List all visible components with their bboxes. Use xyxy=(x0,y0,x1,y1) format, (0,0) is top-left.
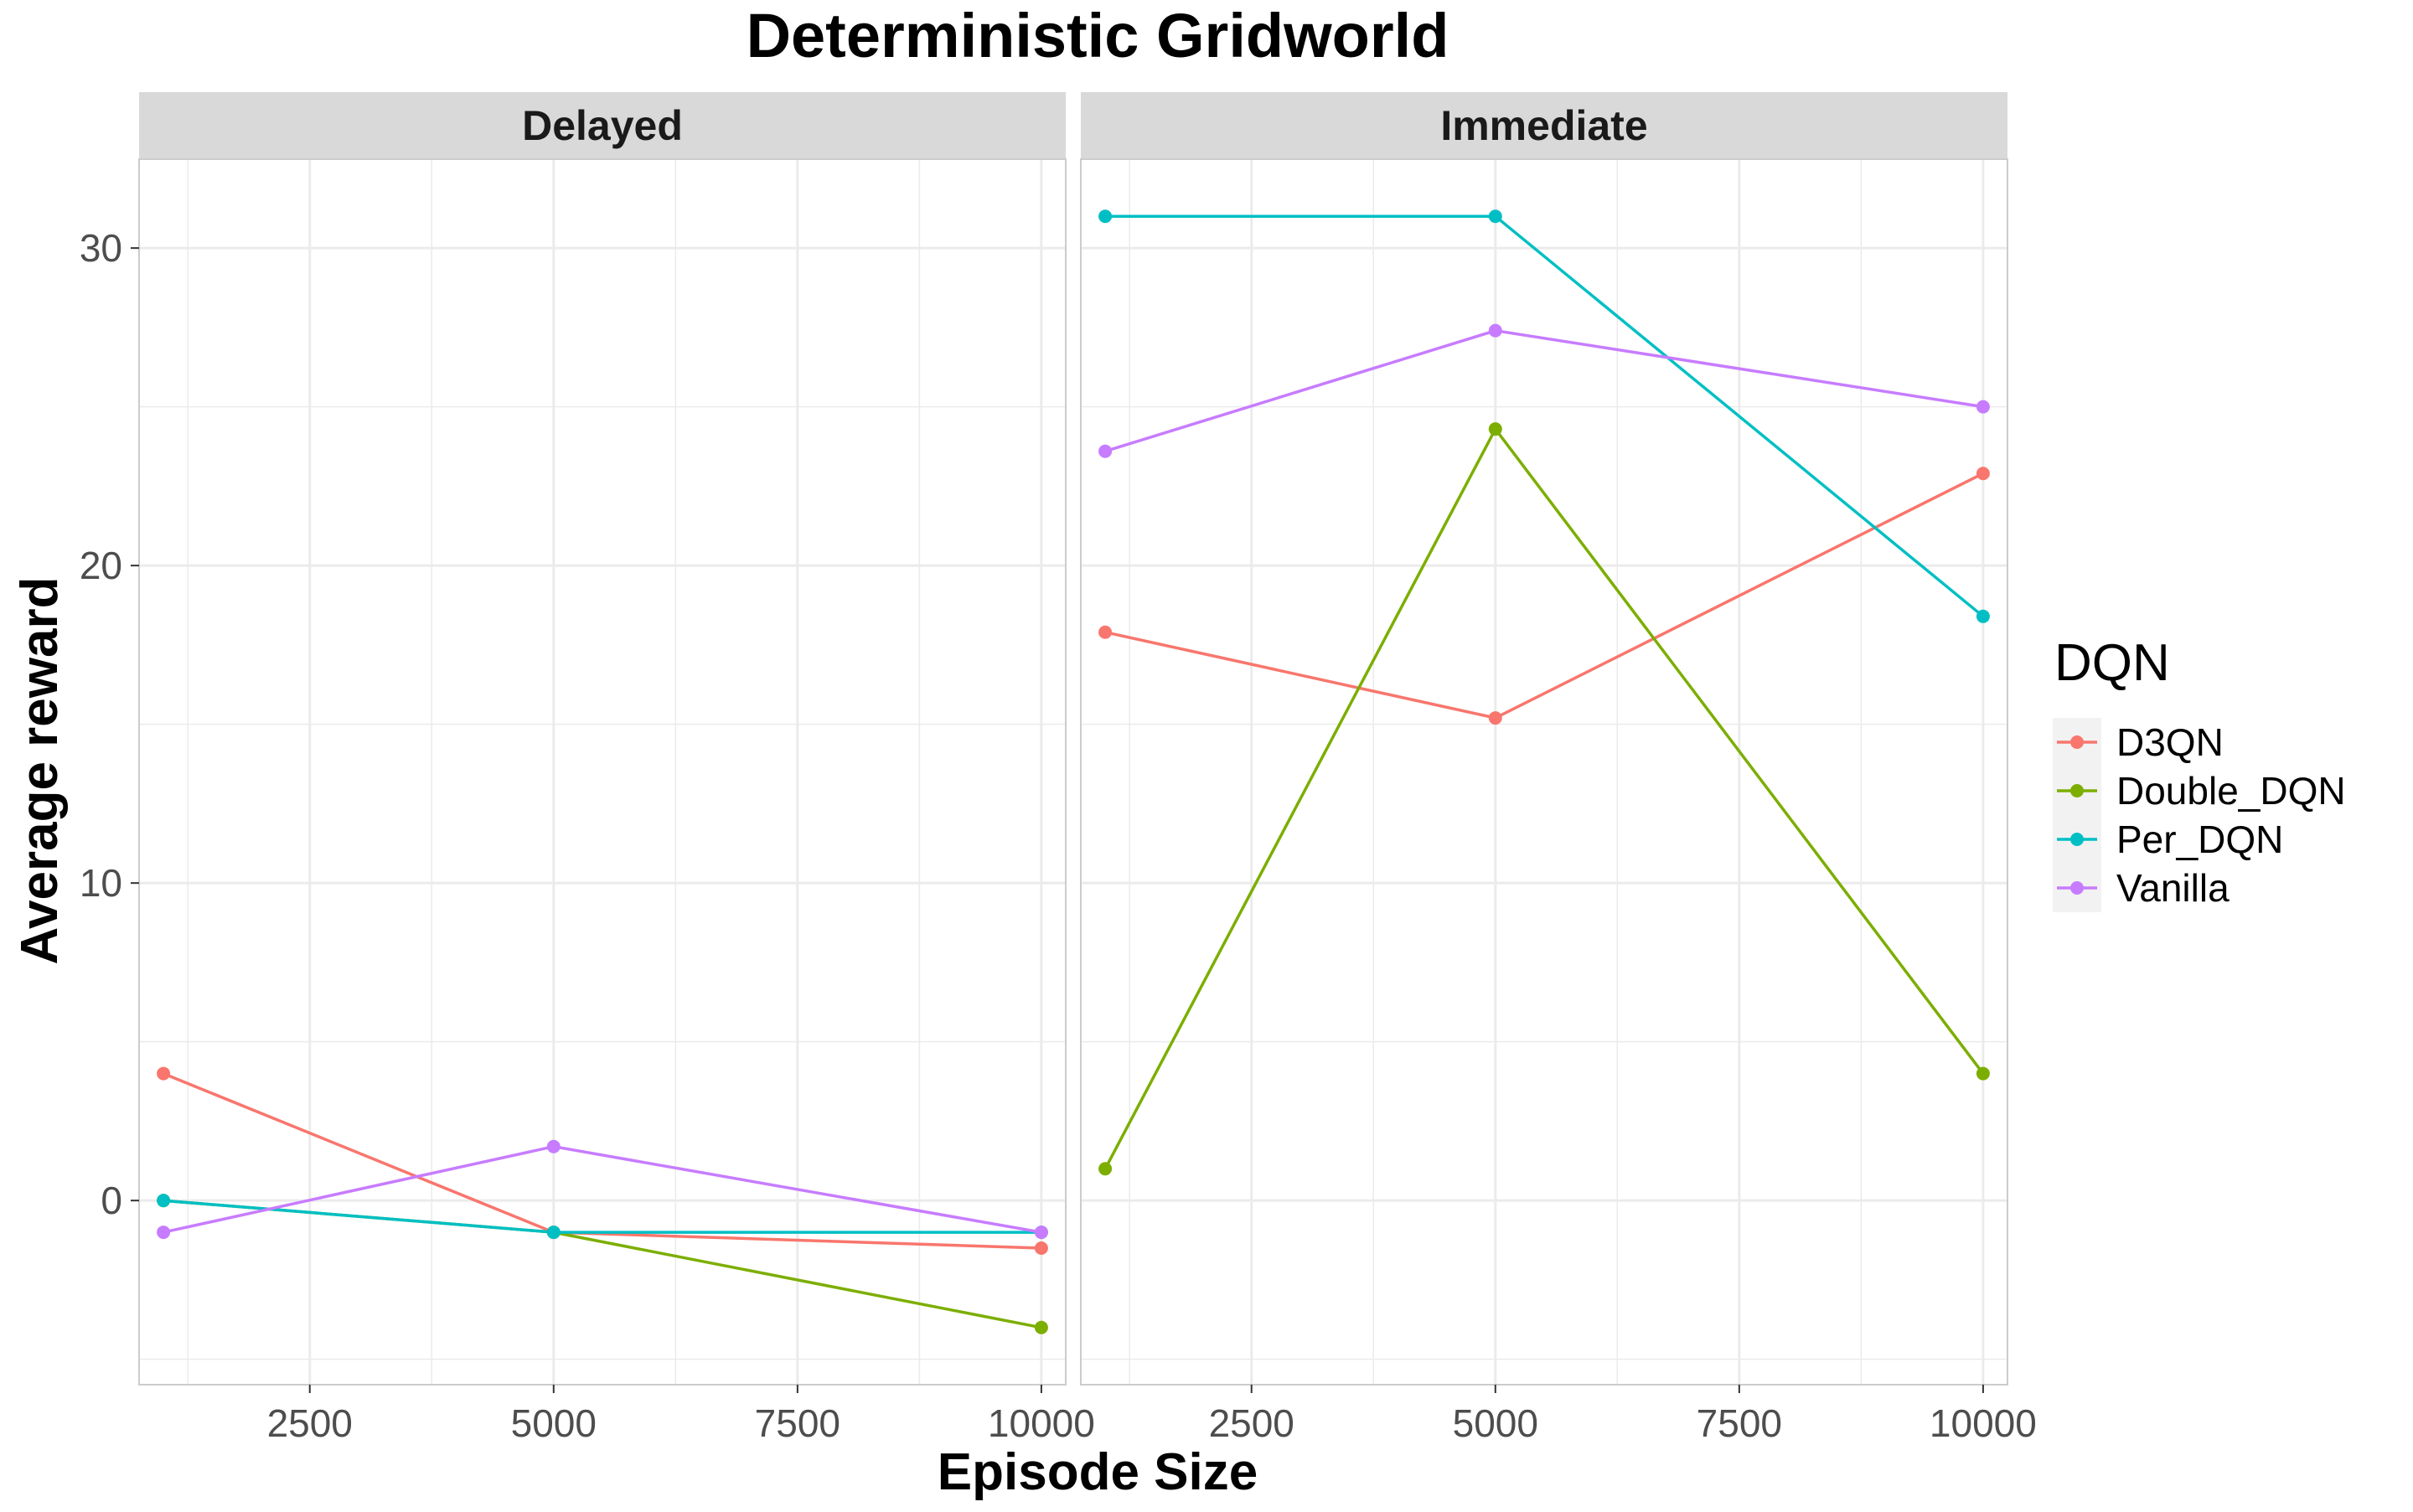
facet-label-delayed: Delayed xyxy=(522,102,683,149)
y-tick-label: 0 xyxy=(101,1179,122,1222)
data-point-d3qn xyxy=(1034,1241,1048,1256)
series-vanilla-immediate xyxy=(1098,323,1990,458)
panels-layer: Delayed 2500 5000 7500 10000 0 10 20 30 Immediate… xyxy=(80,92,2037,1445)
x-tick-label: 5000 xyxy=(511,1401,597,1445)
data-point-vanilla xyxy=(1976,400,1990,414)
data-point-per-dqn xyxy=(1098,209,1113,224)
facet-strip-delayed xyxy=(139,92,1066,159)
legend-item-per-dqn: Per_DQN xyxy=(2053,815,2283,864)
data-point-per-dqn xyxy=(546,1226,561,1240)
series-double-dqn-immediate xyxy=(1098,422,1990,1176)
panel-delayed: Delayed 2500 5000 7500 10000 0 10 20 30 xyxy=(80,92,1095,1445)
data-point-vanilla xyxy=(1034,1226,1048,1240)
data-point-d3qn xyxy=(1976,467,1990,481)
x-tick-label: 10000 xyxy=(988,1401,1095,1445)
gridlines-delayed xyxy=(139,159,1066,1385)
y-axis-title: Average reward xyxy=(11,577,69,965)
data-point-per-dqn xyxy=(157,1194,171,1208)
plot-area-delayed xyxy=(139,159,1066,1385)
data-point-vanilla xyxy=(1488,323,1502,338)
y-tick-label: 30 xyxy=(80,226,122,270)
legend-label: D3QN xyxy=(2116,720,2224,764)
data-point-vanilla xyxy=(1098,444,1113,458)
data-point-double-dqn xyxy=(1098,1162,1113,1176)
data-point-double-dqn xyxy=(1488,422,1502,436)
data-point-d3qn xyxy=(1098,625,1113,639)
data-point-double-dqn xyxy=(1976,1066,1990,1081)
plot-area-immediate xyxy=(1081,159,2007,1385)
facet-label-immediate: Immediate xyxy=(1440,102,1647,149)
x-tick-label: 2500 xyxy=(1209,1401,1294,1445)
x-axis-title: Episode Size xyxy=(938,1443,1258,1501)
data-point-d3qn xyxy=(157,1066,171,1081)
legend-title: DQN xyxy=(2054,634,2170,692)
x-tick-label: 10000 xyxy=(1930,1401,2037,1445)
x-axis-delayed: 2500 5000 7500 10000 xyxy=(267,1385,1095,1445)
data-point-vanilla xyxy=(546,1139,561,1153)
legend-key-point xyxy=(2070,784,2084,797)
y-axis: 0 10 20 30 xyxy=(80,226,139,1222)
data-point-vanilla xyxy=(157,1226,171,1240)
legend-key-point xyxy=(2070,735,2084,749)
data-point-per-dqn xyxy=(1976,609,1990,623)
legend-label: Vanilla xyxy=(2116,866,2230,910)
panel-immediate: Immediate 2500 5000 7500 10000 xyxy=(1080,92,2037,1445)
legend-key-point xyxy=(2070,881,2084,895)
x-tick-label: 7500 xyxy=(1697,1401,1782,1445)
legend-key-point xyxy=(2070,833,2084,846)
chart-title: Deterministic Gridworld xyxy=(747,1,1449,70)
y-tick-label: 10 xyxy=(80,861,122,905)
series-per-dqn-delayed xyxy=(157,1194,1048,1240)
data-point-double-dqn xyxy=(1034,1320,1048,1334)
legend-item-vanilla: Vanilla xyxy=(2053,864,2230,912)
legend-item-d3qn: D3QN xyxy=(2053,718,2224,766)
y-tick-label: 20 xyxy=(80,544,122,587)
x-tick-label: 7500 xyxy=(755,1401,840,1445)
x-tick-label: 5000 xyxy=(1453,1401,1538,1445)
x-tick-label: 2500 xyxy=(267,1401,353,1445)
series-vanilla-delayed xyxy=(157,1139,1048,1240)
facet-strip-immediate xyxy=(1081,92,2007,159)
legend-label: Double_DQN xyxy=(2116,769,2346,813)
legend-item-double-dqn: Double_DQN xyxy=(2053,766,2346,815)
x-axis-immediate: 2500 5000 7500 10000 xyxy=(1209,1385,2037,1445)
panel-border-immediate xyxy=(1080,158,2008,1386)
legend-label: Per_DQN xyxy=(2116,818,2283,861)
series-d3qn-immediate xyxy=(1098,467,1990,725)
data-point-per-dqn xyxy=(1488,209,1502,224)
data-point-d3qn xyxy=(1488,711,1502,725)
legend: DQN D3QN Double_DQN Per_DQN Vanilla xyxy=(2053,634,2346,912)
series-per-dqn-immediate xyxy=(1098,209,1990,623)
gridlines-immediate xyxy=(1081,159,2007,1385)
panel-border-delayed xyxy=(138,158,1067,1386)
